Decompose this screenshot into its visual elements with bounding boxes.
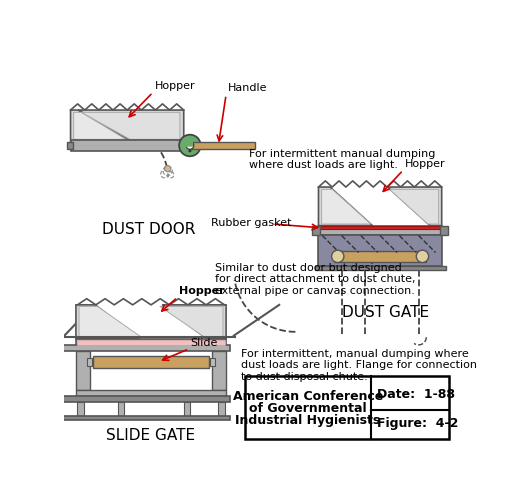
Circle shape [186,142,194,150]
Text: Date:  1-88: Date: 1-88 [377,388,455,401]
Bar [77,340,225,345]
Text: DUST DOOR: DUST DOOR [103,222,196,236]
Bar [61,396,230,402]
Text: of Governmental: of Governmental [249,402,367,415]
Polygon shape [78,110,184,141]
Text: Hopper: Hopper [155,81,196,91]
Bar [440,226,448,235]
Bar [190,142,256,148]
Text: Industrial Hygienists: Industrial Hygienists [235,414,380,427]
Circle shape [179,134,200,156]
Polygon shape [160,306,223,337]
Text: Handle: Handle [228,83,267,93]
Polygon shape [162,305,226,338]
Bar [184,402,190,415]
Circle shape [416,250,429,262]
Polygon shape [79,306,141,337]
Polygon shape [319,187,372,226]
Text: Similar to dust door but designed
for direct attachment to dust chute,
external : Similar to dust door but designed for di… [215,262,415,296]
Bar [76,390,226,396]
Polygon shape [74,112,126,140]
Bar [118,402,124,415]
Bar [93,356,209,368]
Bar [76,351,90,390]
Bar [315,266,445,270]
Bar [67,142,73,150]
Bar [319,226,442,235]
Text: American Conference: American Conference [232,390,383,402]
Text: Figure:  4-2: Figure: 4-2 [377,418,459,430]
Text: DUST GATE: DUST GATE [341,305,429,320]
Circle shape [165,166,171,172]
Polygon shape [389,190,439,224]
Bar [320,226,440,230]
Polygon shape [71,110,130,141]
Bar [61,416,230,420]
Bar [76,338,226,346]
Circle shape [332,250,344,262]
Bar [210,358,215,366]
Bar [87,358,92,366]
Text: Hopper: Hopper [179,286,225,296]
Text: Hopper: Hopper [405,158,445,168]
Text: Slide: Slide [191,338,218,348]
Text: Rubber gasket: Rubber gasket [211,218,291,228]
Bar [334,251,426,262]
Polygon shape [76,305,139,338]
Bar [312,226,320,235]
Text: SLIDE GATE: SLIDE GATE [106,428,195,443]
Bar [319,235,442,266]
Text: For intermittent manual dumping
where dust loads are light.: For intermittent manual dumping where du… [249,148,435,170]
Bar [218,402,225,415]
Polygon shape [322,190,371,224]
Bar [77,402,84,415]
Bar [245,376,449,439]
Circle shape [188,150,191,152]
Polygon shape [81,112,180,140]
Bar [71,140,187,151]
Text: For intermittent, manual dumping where
dust loads are light. Flange for connecti: For intermittent, manual dumping where d… [241,349,478,382]
Bar [212,351,226,390]
Bar [61,345,230,351]
Polygon shape [388,187,442,226]
